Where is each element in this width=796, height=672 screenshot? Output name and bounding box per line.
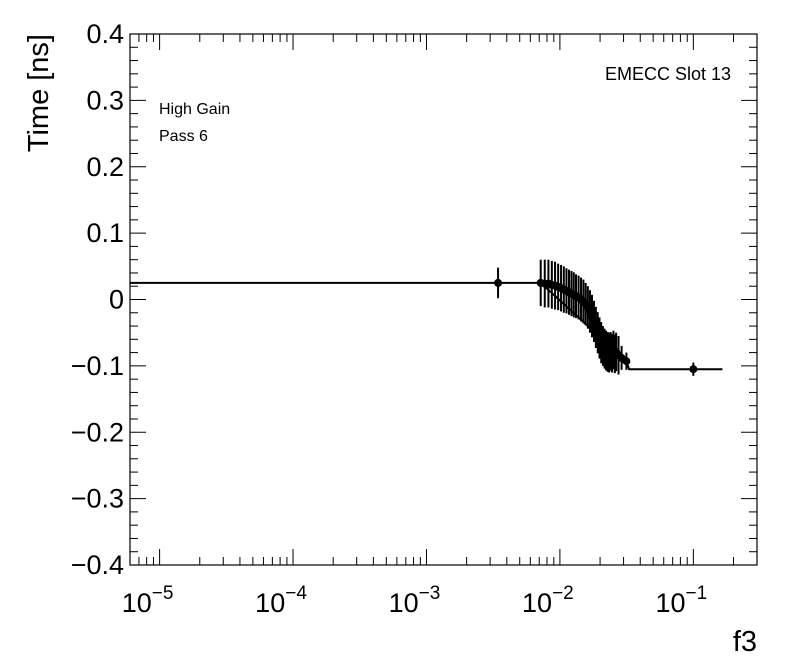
annotation-pass: Pass 6 bbox=[159, 128, 208, 145]
data-series bbox=[130, 259, 723, 376]
annotation-gain: High Gain bbox=[159, 101, 230, 118]
x-tick-base: 10 bbox=[255, 588, 285, 618]
x-tick-label: 10−5 bbox=[122, 583, 174, 618]
y-tick-label: 0.4 bbox=[86, 19, 124, 49]
annotation-slot: EMECC Slot 13 bbox=[605, 64, 731, 84]
x-tick-exponent: −4 bbox=[285, 583, 307, 604]
data-point bbox=[494, 278, 503, 287]
y-tick-label: −0.4 bbox=[71, 550, 124, 580]
y-tick-label: −0.3 bbox=[71, 484, 124, 514]
y-tick-label: 0.2 bbox=[86, 152, 124, 182]
x-tick-exponent: −3 bbox=[419, 583, 441, 604]
data-point bbox=[622, 357, 631, 366]
y-axis-title: Time [ns] bbox=[23, 34, 55, 152]
y-tick-label: 0.1 bbox=[86, 218, 124, 248]
x-axis-title: f3 bbox=[733, 626, 757, 658]
y-tick-label: 0.3 bbox=[86, 85, 124, 115]
series-line bbox=[130, 281, 723, 371]
x-tick-labels: 10−5 10−4 10−3 10−2 10−1 bbox=[122, 583, 707, 618]
x-tick-label: 10−2 bbox=[522, 583, 574, 618]
axis-ticks bbox=[129, 33, 757, 566]
y-tick-label: −0.1 bbox=[71, 351, 124, 381]
x-tick-base: 10 bbox=[522, 588, 552, 618]
y-tick-labels: 0.4 0.3 0.2 0.1 0 −0.1 −0.2 −0.3 −0.4 bbox=[71, 19, 124, 580]
x-tick-exponent: −1 bbox=[686, 583, 708, 604]
x-tick-base: 10 bbox=[655, 588, 685, 618]
x-tick-exponent: −2 bbox=[552, 583, 574, 604]
x-tick-base: 10 bbox=[122, 588, 152, 618]
x-tick-exponent: −5 bbox=[152, 583, 174, 604]
y-tick-label: 0 bbox=[109, 285, 124, 315]
x-tick-base: 10 bbox=[389, 588, 419, 618]
x-tick-label: 10−4 bbox=[255, 583, 307, 618]
x-tick-label: 10−3 bbox=[389, 583, 441, 618]
y-tick-label: −0.2 bbox=[71, 417, 124, 447]
x-tick-label: 10−1 bbox=[655, 583, 707, 618]
data-point bbox=[689, 365, 698, 374]
